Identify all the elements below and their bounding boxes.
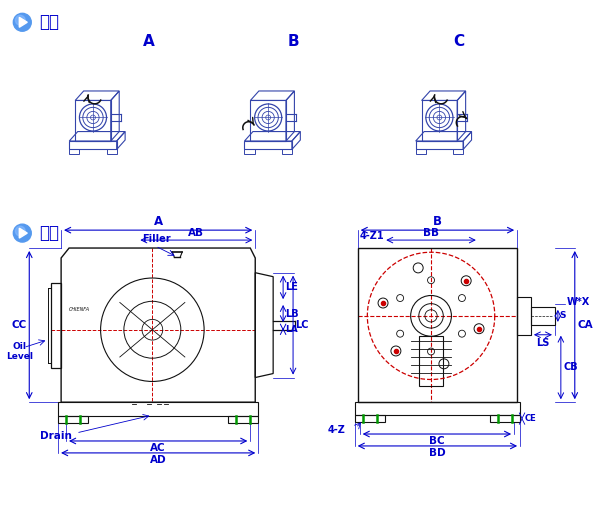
Text: AC: AC bbox=[150, 443, 166, 453]
Text: AD: AD bbox=[150, 455, 167, 465]
Text: CE: CE bbox=[525, 414, 537, 423]
Text: AB: AB bbox=[188, 228, 204, 238]
Polygon shape bbox=[19, 17, 27, 27]
Text: B: B bbox=[287, 34, 299, 49]
Text: 規格: 規格 bbox=[39, 224, 59, 242]
Circle shape bbox=[15, 15, 25, 25]
Text: 4-Z: 4-Z bbox=[328, 425, 346, 435]
Text: BB: BB bbox=[423, 228, 439, 238]
Text: LS: LS bbox=[536, 338, 550, 348]
Text: A: A bbox=[143, 34, 154, 49]
Text: LA: LA bbox=[285, 325, 298, 334]
Text: LB: LB bbox=[285, 308, 299, 319]
Text: CHIENFA: CHIENFA bbox=[68, 307, 90, 313]
Circle shape bbox=[14, 224, 31, 242]
Polygon shape bbox=[19, 228, 27, 238]
Text: C: C bbox=[454, 34, 465, 49]
Text: BD: BD bbox=[429, 448, 446, 458]
Text: W*X: W*X bbox=[567, 297, 590, 307]
Text: CC: CC bbox=[11, 320, 26, 330]
Text: CB: CB bbox=[564, 362, 579, 373]
Text: S: S bbox=[560, 312, 566, 320]
Text: Filler: Filler bbox=[143, 234, 171, 244]
Text: BC: BC bbox=[429, 436, 445, 446]
Circle shape bbox=[15, 226, 25, 236]
Text: LC: LC bbox=[295, 320, 309, 330]
Text: 4-Z1: 4-Z1 bbox=[360, 231, 384, 241]
Circle shape bbox=[14, 13, 31, 31]
Text: Oil
Level: Oil Level bbox=[6, 342, 33, 361]
Text: 軸向: 軸向 bbox=[39, 13, 59, 31]
Text: Drain: Drain bbox=[40, 431, 72, 441]
Text: CA: CA bbox=[577, 320, 593, 330]
Text: LE: LE bbox=[285, 282, 298, 292]
Text: B: B bbox=[433, 215, 442, 228]
Text: A: A bbox=[154, 215, 163, 228]
